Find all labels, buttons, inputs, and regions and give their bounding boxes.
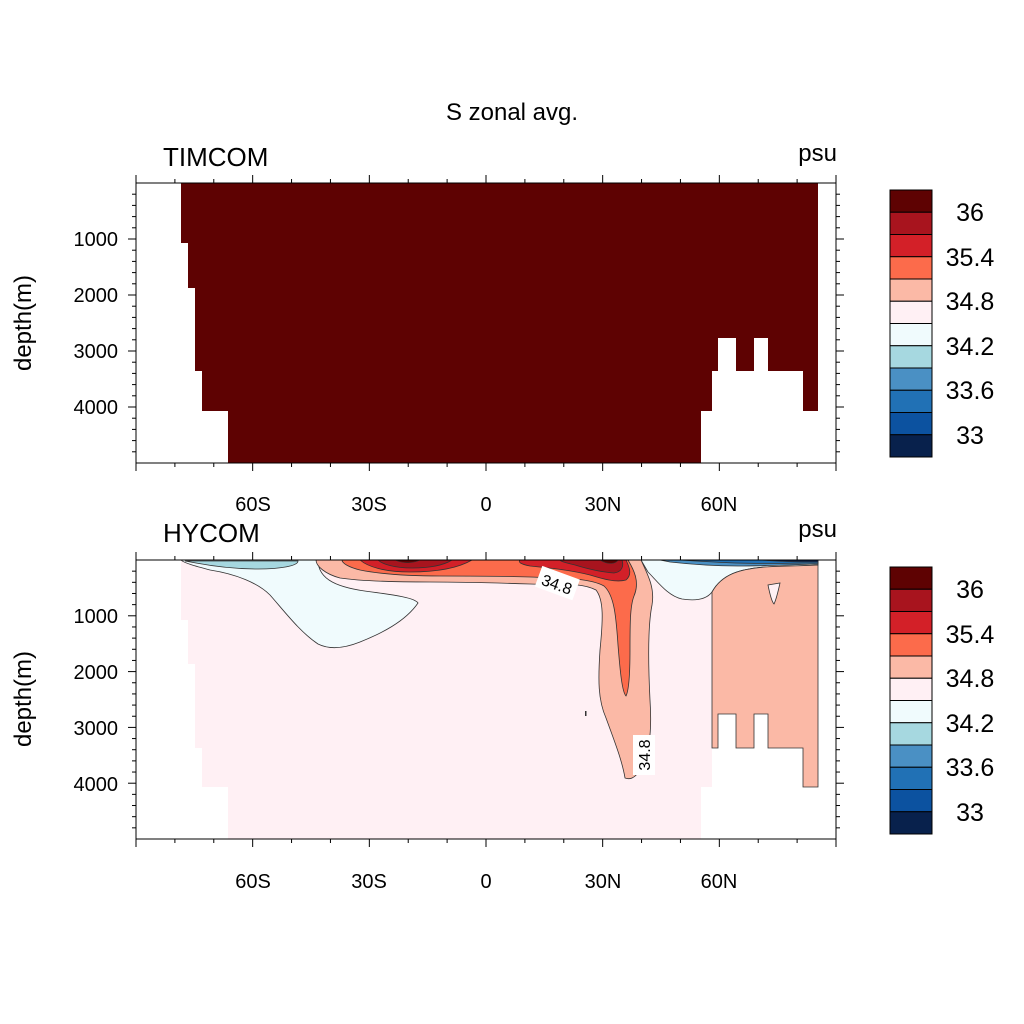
hycom-salinity-fill — [711, 564, 819, 788]
colorbar-label: 34.2 — [946, 333, 995, 361]
colorbar-swatch — [889, 633, 933, 657]
colorbar-label: 35.4 — [946, 621, 995, 649]
colorbar-label: 33.6 — [946, 754, 995, 782]
colorbar-swatch — [889, 588, 933, 612]
colorbar-label: 36 — [956, 576, 984, 604]
hycom-salinity-fill — [184, 560, 299, 570]
hycom-xtick-label: 0 — [480, 871, 491, 893]
colorbar-swatch — [889, 811, 933, 835]
colorbar-swatch — [889, 611, 933, 635]
colorbar-label: 36 — [956, 199, 984, 227]
colorbar-swatch — [889, 789, 933, 813]
colorbar-label: 33 — [956, 799, 984, 827]
colorbar-swatch — [889, 256, 933, 280]
timcom-ylabel: depth(m) — [10, 275, 37, 371]
colorbar-swatch — [889, 278, 933, 302]
hycom-ytick-label: 1000 — [74, 606, 119, 628]
timcom-xtick-label: 60S — [235, 494, 271, 516]
timcom-xtick-label: 30S — [351, 494, 387, 516]
hycom-salinity-fill — [180, 559, 419, 648]
colorbar-swatch — [889, 655, 933, 679]
hycom-ytick-label: 3000 — [74, 718, 119, 740]
colorbar-label: 35.4 — [946, 244, 995, 272]
colorbar-label: 33 — [956, 422, 984, 450]
figure-title: S zonal avg. — [446, 99, 578, 126]
hycom-title: HYCOM — [163, 518, 260, 548]
hycom-xtick-label: 60S — [235, 871, 271, 893]
colorbar-swatch — [889, 434, 933, 458]
hycom-ticks — [128, 552, 844, 847]
colorbar-swatch — [889, 566, 933, 590]
colorbar-swatch — [889, 300, 933, 324]
contour-label-box — [633, 735, 655, 775]
timcom-xtick-label: 30N — [585, 494, 622, 516]
colorbar-swatch — [889, 367, 933, 391]
hycom-ylabel: depth(m) — [10, 651, 37, 747]
timcom-ytick-label: 1000 — [74, 229, 119, 251]
hycom-ytick-label: 2000 — [74, 662, 119, 684]
hycom-salinity-fill — [767, 582, 781, 605]
timcom-ytick-label: 2000 — [74, 285, 119, 307]
colorbar-swatch — [889, 677, 933, 701]
hycom-contour-label: 34.8 — [633, 735, 655, 775]
colorbar-swatch — [889, 211, 933, 235]
timcom-title: TIMCOM — [163, 142, 268, 172]
colorbar-swatch — [889, 700, 933, 724]
timcom-salinity-fill — [181, 183, 818, 463]
hycom-contour-speck — [585, 711, 587, 716]
colorbar-swatch — [889, 766, 933, 790]
colorbar-label: 34.2 — [946, 710, 995, 738]
colorbar-swatch — [889, 389, 933, 413]
contour-label-text: 34.8 — [637, 739, 654, 770]
timcom-units: psu — [798, 140, 837, 167]
colorbar-label: 34.8 — [946, 665, 995, 693]
hycom-xtick-label: 60N — [701, 871, 738, 893]
hycom-units: psu — [798, 516, 837, 543]
contour-label-box — [534, 565, 580, 601]
timcom-xtick-label: 0 — [480, 494, 491, 516]
timcom-xtick-label: 60N — [701, 494, 738, 516]
colorbar-swatch — [889, 323, 933, 347]
hycom-panel: HYCOM psu depth(m) — [10, 516, 994, 893]
colorbar-swatch — [889, 234, 933, 258]
hycom-ytick-label: 4000 — [74, 774, 119, 796]
hycom-xtick-label: 30S — [351, 871, 387, 893]
hycom-xtick-label: 30N — [585, 871, 622, 893]
colorbar-label: 33.6 — [946, 377, 995, 405]
timcom-ytick-label: 4000 — [74, 397, 119, 419]
timcom-panel: TIMCOM psu depth(m) 60S 30S 0 30N 60N 10… — [10, 140, 994, 516]
colorbar-swatch — [889, 189, 933, 213]
colorbar-swatch — [889, 722, 933, 746]
timcom-ticks — [128, 175, 844, 471]
timcom-colorbar: 36 35.4 34.8 34.2 33.6 33 — [889, 189, 995, 458]
colorbar-swatch — [889, 744, 933, 768]
colorbar-swatch — [889, 345, 933, 369]
timcom-ytick-label: 3000 — [74, 341, 119, 363]
hycom-colorbar: 36 35.4 34.8 34.2 33.6 33 — [889, 566, 995, 835]
hycom-salinity-fill — [377, 559, 624, 574]
colorbar-swatch — [889, 412, 933, 436]
colorbar-label: 34.8 — [946, 288, 995, 316]
